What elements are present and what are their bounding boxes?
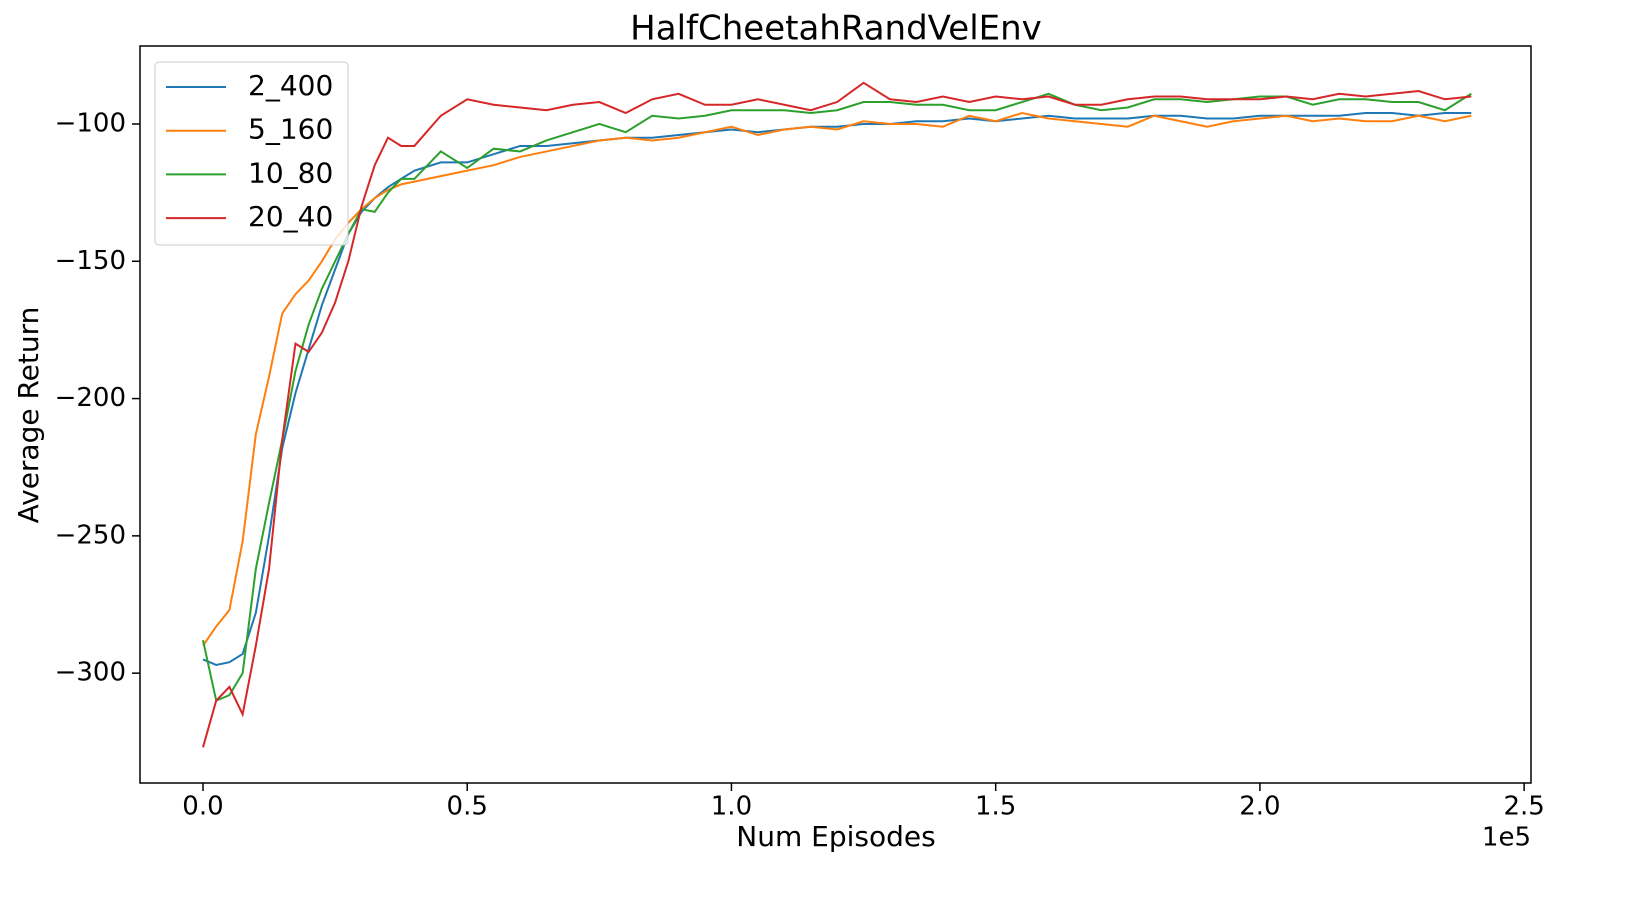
legend-box — [154, 61, 349, 246]
x-tick-label: 0.5 — [447, 792, 488, 822]
x-axis-label: Num Episodes — [736, 820, 935, 853]
plot-frame — [139, 45, 1532, 784]
legend-label: 2_400 — [248, 69, 333, 102]
x-tick-label: 1.0 — [711, 792, 752, 822]
chart-title: HalfCheetahRandVelEnv — [630, 9, 1042, 49]
legend-label: 10_80 — [248, 156, 333, 189]
x-tick-label: 1.5 — [975, 792, 1016, 822]
y-axis-label: Average Return — [12, 307, 45, 524]
y-tick-label: −200 — [55, 383, 126, 413]
legend-label: 5_160 — [248, 113, 333, 146]
x-tick-label: 2.0 — [1239, 792, 1280, 822]
x-offset-label: 1e5 — [1482, 823, 1531, 853]
y-tick-label: −300 — [55, 658, 126, 688]
x-tick-label: 2.5 — [1503, 792, 1544, 822]
y-tick-label: −250 — [55, 520, 126, 550]
y-tick-label: −150 — [55, 246, 126, 276]
series-line — [202, 81, 1472, 748]
series-line — [202, 112, 1472, 666]
series-line — [202, 111, 1472, 647]
legend: 2_400 5_160 10_80 20_40 — [154, 61, 349, 246]
legend-label: 20_40 — [248, 200, 333, 233]
y-tick-label: −100 — [55, 108, 126, 138]
x-tick-label: 0.0 — [182, 792, 223, 822]
